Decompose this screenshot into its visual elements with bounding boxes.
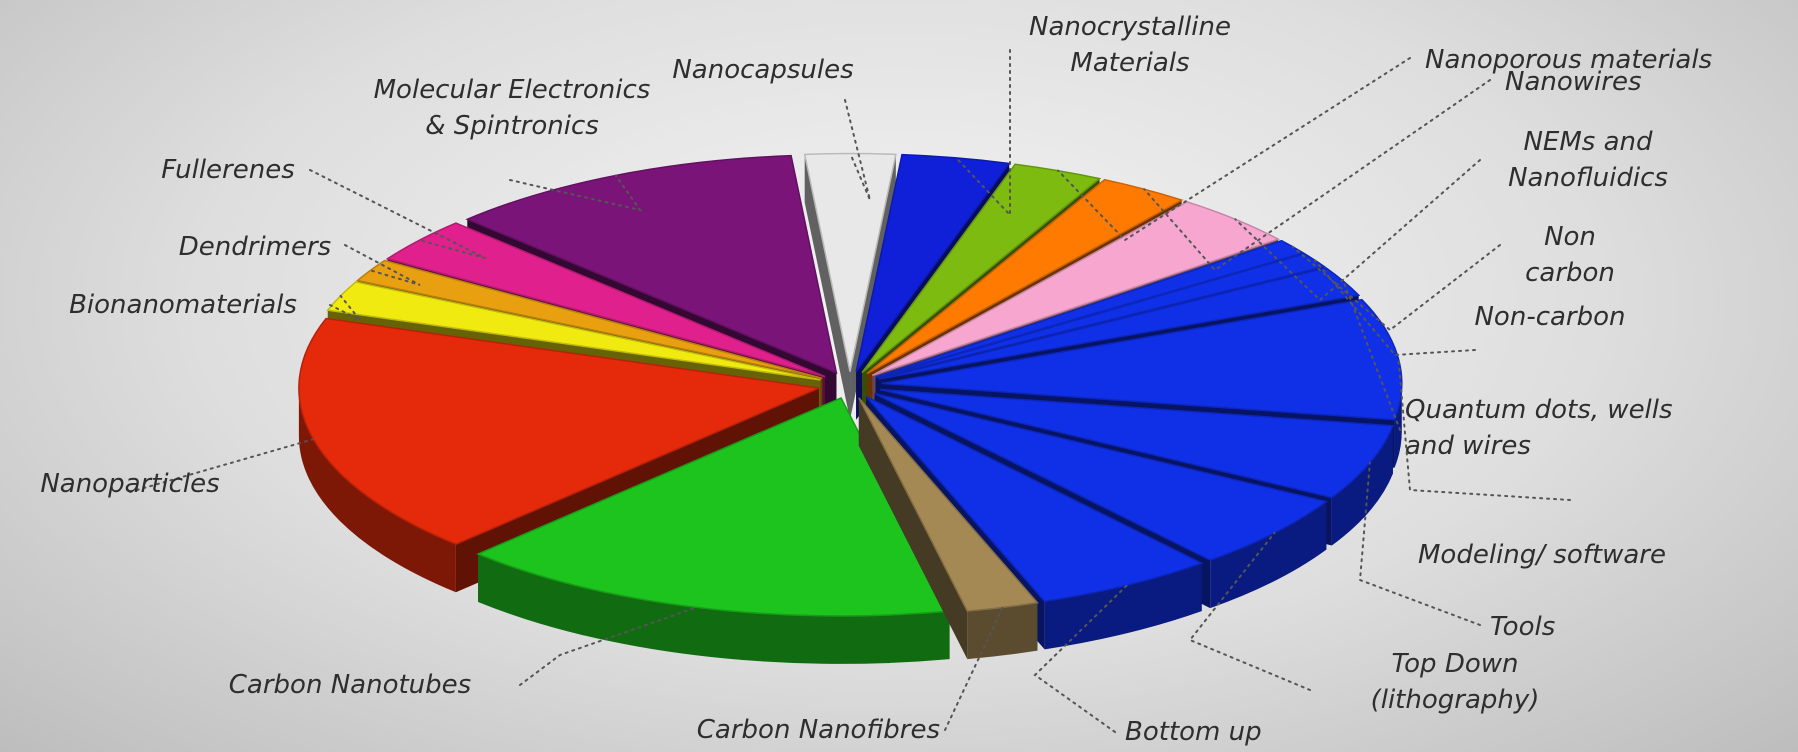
slice-label-18: Molecular Electronics & Spintronics	[374, 75, 651, 141]
slice-label-12: Carbon Nanofibres	[697, 715, 940, 745]
slice-label-13: Carbon Nanotubes	[229, 670, 471, 700]
pie-slice-rim	[967, 603, 1037, 659]
slice-label-3: Nanowires	[1505, 67, 1642, 97]
slice-label-11: Bottom up	[1125, 717, 1262, 747]
slice-label-15: Bionanomaterials	[69, 290, 297, 320]
slice-label-9: Tools	[1490, 612, 1555, 642]
slice-label-16: Dendrimers	[179, 232, 331, 262]
slice-label-8: Modeling/ software	[1418, 540, 1666, 570]
leader-line-8	[1398, 359, 1570, 500]
slice-label-5: Non carbon	[1525, 222, 1615, 288]
slice-label-7: Quantum dots, wells and wires	[1405, 395, 1673, 461]
slice-label-1: Nanocrystalline Materials	[1029, 12, 1231, 78]
slice-label-4: NEMs and Nanofluidics	[1508, 127, 1668, 193]
slice-label-10: Top Down (lithography)	[1371, 649, 1540, 715]
slice-label-6: Non-carbon	[1474, 302, 1625, 332]
slice-label-14: Nanoparticles	[40, 469, 219, 499]
slice-label-17: Fullerenes	[161, 155, 295, 185]
slice-label-0: Nanocapsules	[672, 55, 853, 85]
